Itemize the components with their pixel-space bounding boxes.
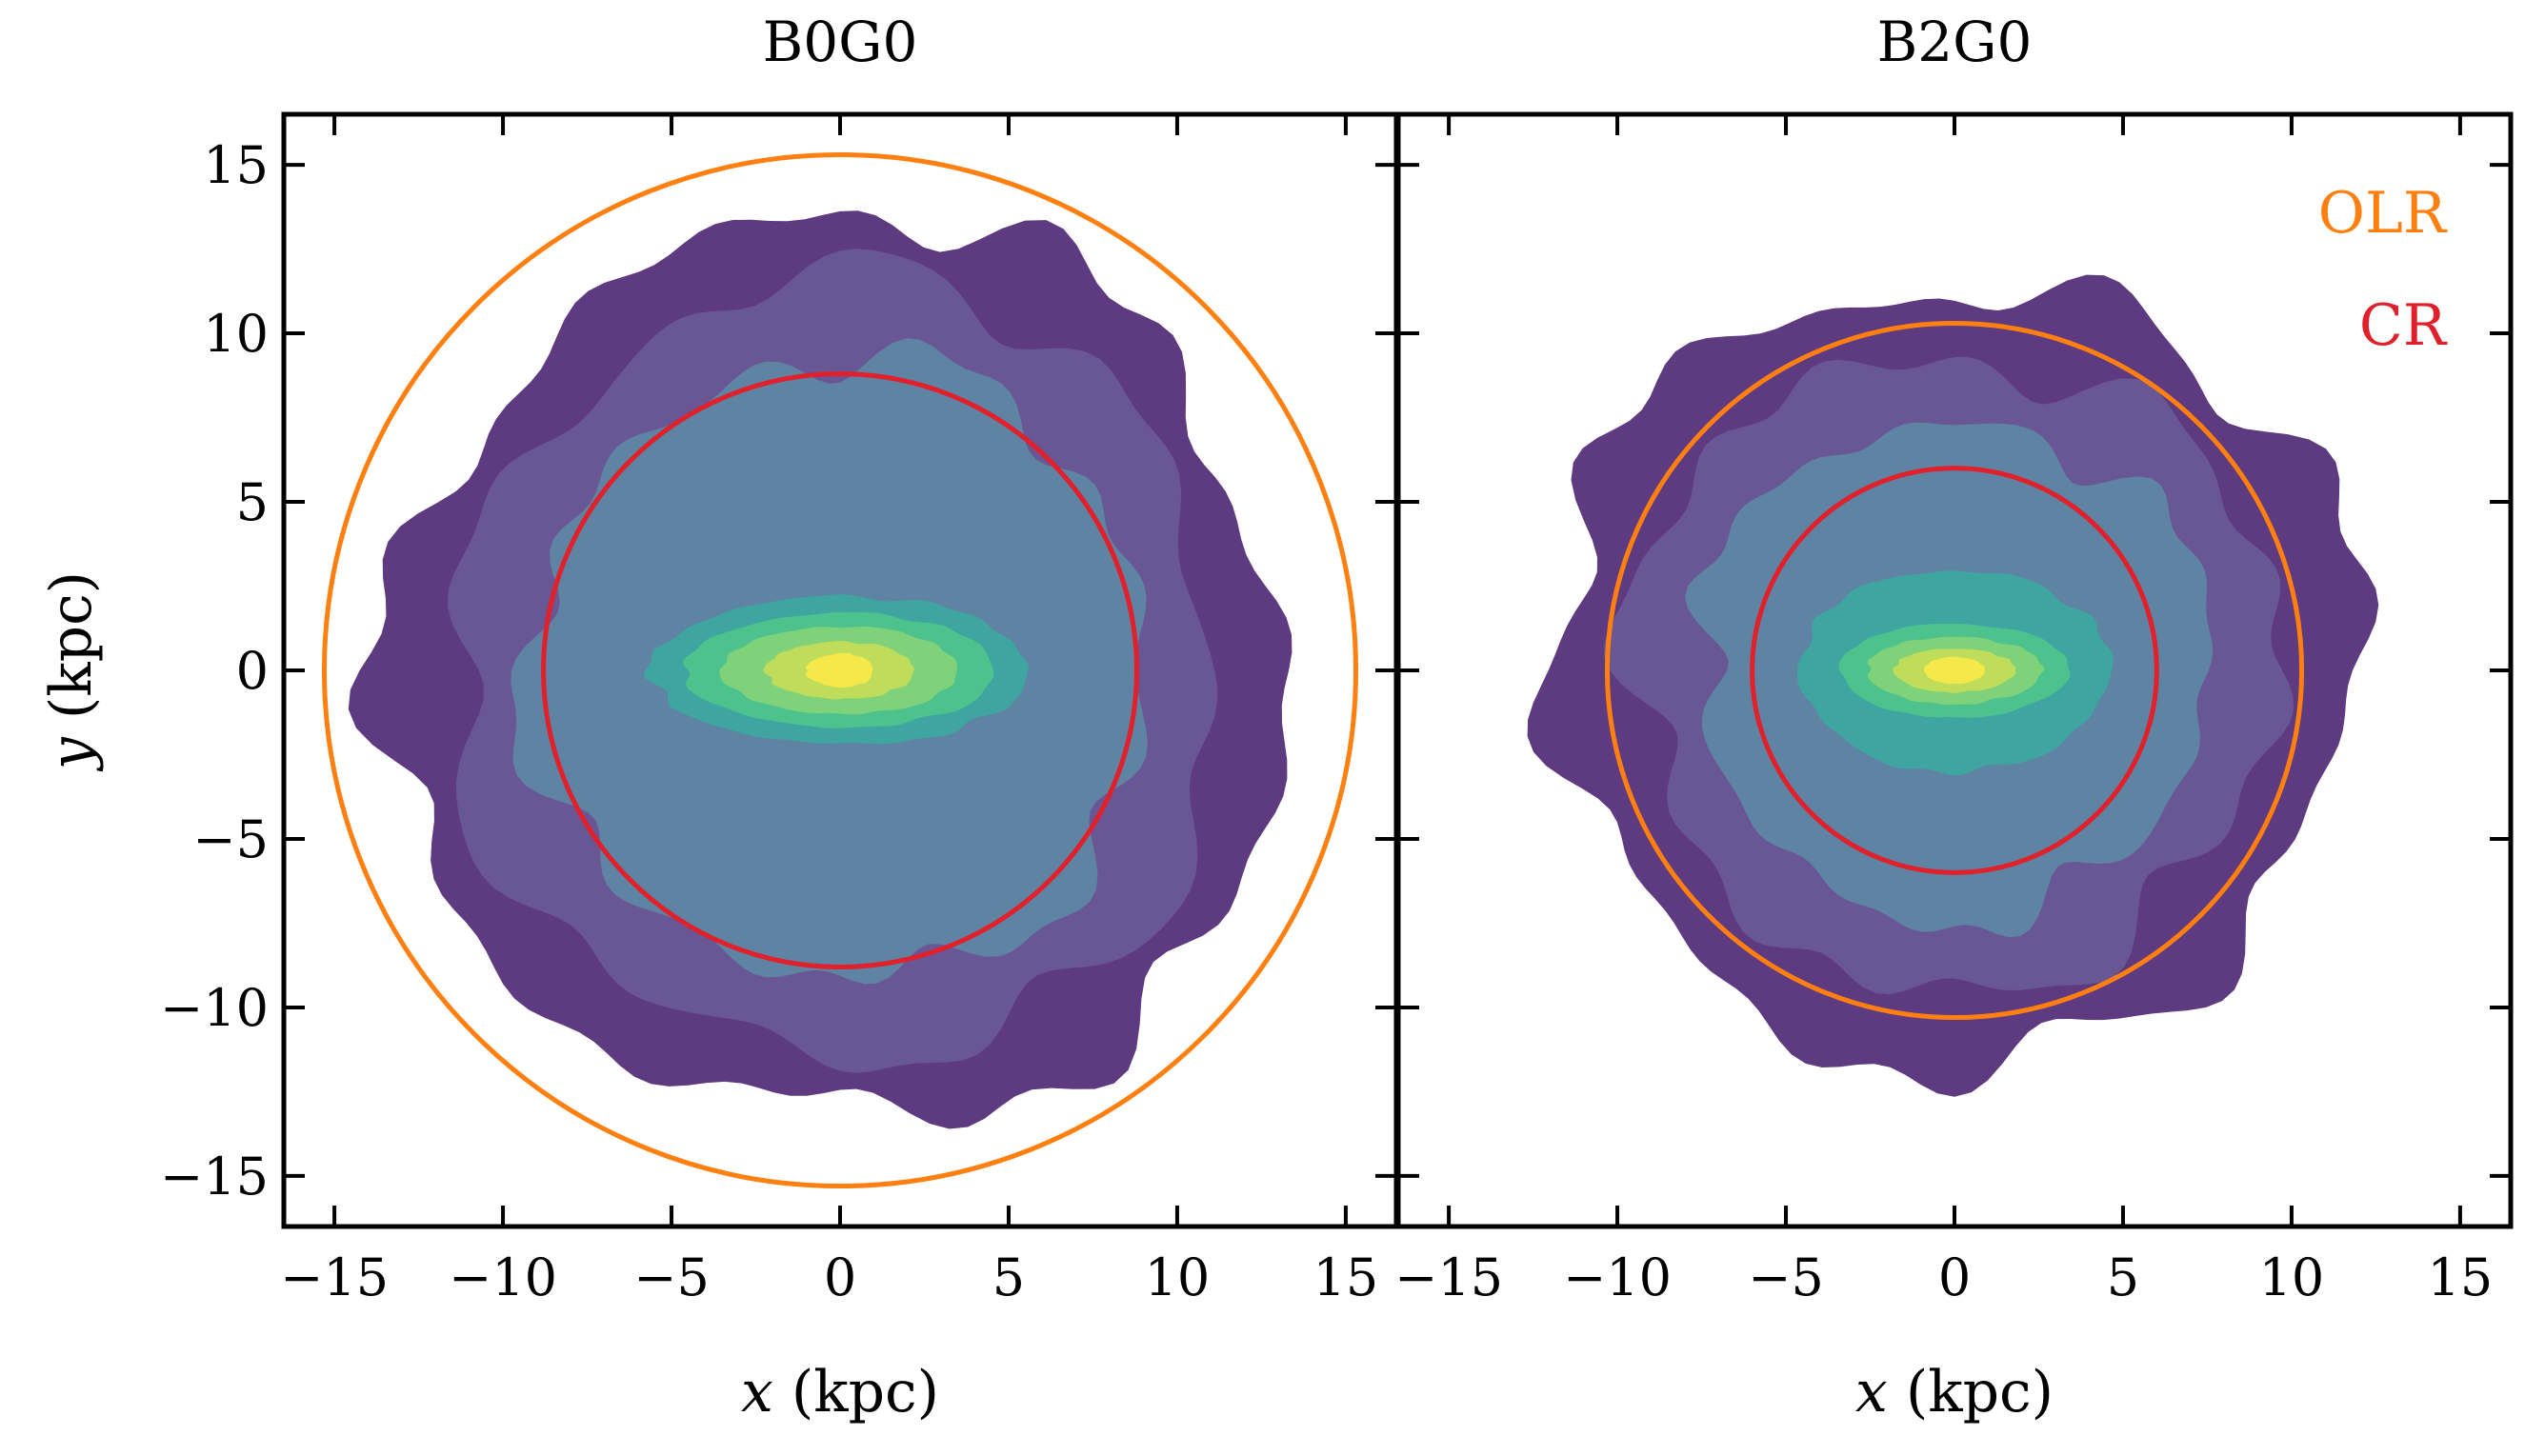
contour-level-8: [1924, 656, 1985, 685]
y-axis-label: y (kpc): [38, 571, 105, 772]
panel-title: B0G0: [763, 10, 918, 74]
x-tick-label: 15: [2428, 1247, 2494, 1307]
ring-olr: [321, 151, 1359, 1189]
x-tick-labels: −15 −10 −5 0 5 10 15: [1394, 1247, 2493, 1307]
x-tick-label: −15: [280, 1247, 389, 1307]
x-tick-label: 5: [992, 1247, 1025, 1307]
legend-olr: OLR: [2318, 180, 2448, 247]
x-axis-label: x (kpc): [1855, 1359, 2054, 1426]
resonance-rings: [1604, 320, 2305, 1021]
y-tick-label: 5: [236, 472, 269, 532]
x-tick-label: 0: [824, 1247, 856, 1307]
x-tick-label: 0: [1938, 1247, 1971, 1307]
x-tick-labels: −15 −10 −5 0 5 10 15: [280, 1247, 1378, 1307]
y-tick-label: 0: [236, 641, 269, 701]
x-tick-label: 10: [1145, 1247, 1211, 1307]
y-tick-label: −15: [160, 1147, 269, 1207]
ring-olr: [1604, 320, 2305, 1021]
x-tick-label: −10: [1563, 1247, 1672, 1307]
x-axis-label: x (kpc): [741, 1359, 939, 1426]
x-tick-label: 5: [2107, 1247, 2139, 1307]
axis-ticks: [1398, 114, 2511, 1227]
x-tick-label: 10: [2259, 1247, 2325, 1307]
y-tick-label: 10: [203, 304, 269, 364]
ring-cr: [1750, 466, 2159, 875]
density-contours: [348, 210, 1293, 1129]
y-tick-label: −10: [160, 978, 269, 1038]
y-tick-label: −5: [192, 809, 269, 869]
legend: OLR CR: [2318, 180, 2448, 359]
resonance-rings: [321, 151, 1359, 1189]
axis-ticks: [284, 114, 1396, 1227]
y-tick-label: 15: [203, 135, 269, 195]
x-tick-label: −5: [1748, 1247, 1824, 1307]
panel-b0g0: B0G0 −15 −10 −5 0 5 10 15 −15 −10 −5 0 5 10 15 x (kp…: [38, 10, 1399, 1426]
y-tick-labels: −15 −10 −5 0 5 10 15: [160, 135, 269, 1207]
panel-title: B2G0: [1877, 10, 2033, 74]
legend-cr: CR: [2359, 292, 2448, 359]
x-tick-label: 15: [1313, 1247, 1379, 1307]
panel-b2g0: B2G0 −15 −10 −5 0 5 10 15 x (kpc) OLR CR: [1394, 10, 2514, 1426]
x-tick-label: −15: [1394, 1247, 1503, 1307]
x-tick-label: −10: [449, 1247, 557, 1307]
ring-cr: [541, 371, 1139, 969]
contour-level-8: [805, 652, 873, 688]
density-contours: [1527, 274, 2379, 1097]
x-tick-label: −5: [633, 1247, 710, 1307]
